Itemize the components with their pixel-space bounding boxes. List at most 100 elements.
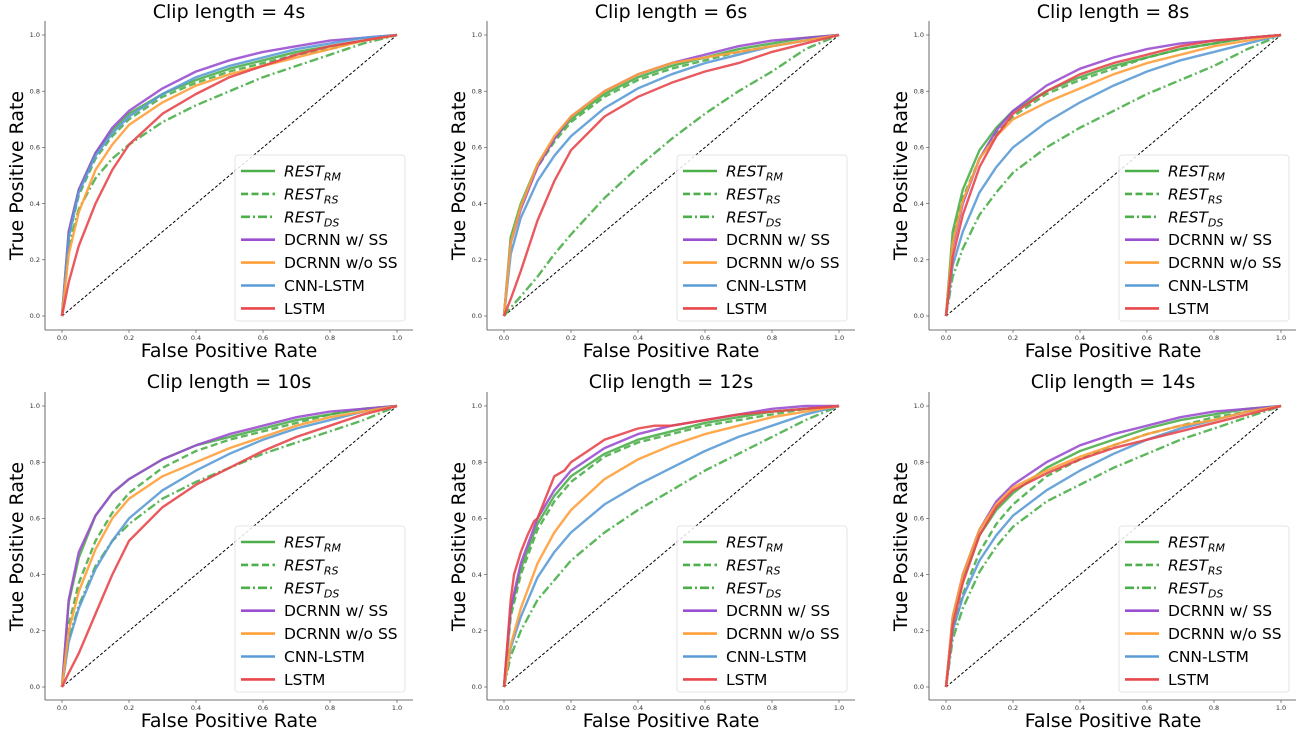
- x-tick-label: 0.8: [1209, 334, 1219, 342]
- y-tick-label: 0.2: [914, 256, 924, 264]
- x-tick-label: 0.2: [566, 704, 576, 712]
- y-tick-label: 0.0: [30, 312, 40, 320]
- legend-label: LSTM: [284, 300, 325, 318]
- x-tick-label: 0.6: [700, 704, 710, 712]
- chart-title: Clip length = 10s: [147, 371, 312, 393]
- legend-label: DCRNN w/o SS: [726, 625, 840, 643]
- chart-title: Clip length = 8s: [1037, 1, 1189, 23]
- legend-label-main: CNN-LSTM: [726, 277, 807, 295]
- y-tick-label: 0.6: [472, 515, 482, 523]
- series-line-rest-ds: [502, 404, 840, 688]
- legend-label-main: DCRNN w/o SS: [726, 254, 840, 272]
- y-axis-label: True Positive Rate: [448, 462, 470, 632]
- x-axis-label: False Positive Rate: [1025, 710, 1202, 732]
- x-tick-label: 0.4: [633, 704, 643, 712]
- x-tick-label: 0.6: [258, 334, 268, 342]
- chart-panel-3: 0.0 0.2 0.4 0.6 0.8 1.0 0.0 0.2 0.4 0.6 0.8 1.0 Clip…: [890, 1, 1296, 362]
- legend-label-subscript: RM: [766, 171, 784, 184]
- legend-label-main: CNN-LSTM: [284, 277, 365, 295]
- legend-label-main: DCRNN w/o SS: [1168, 625, 1282, 643]
- series-line-dcrnn-w-ss: [60, 404, 398, 688]
- legend-label-main: REST: [284, 579, 325, 597]
- legend-frame: [1118, 154, 1290, 322]
- x-axis-label: False Positive Rate: [583, 710, 760, 732]
- legend-label: DCRNN w/o SS: [284, 254, 398, 272]
- x-tick-label: 1.0: [392, 704, 402, 712]
- x-tick-label: 0.0: [499, 704, 509, 712]
- legend-label-main: REST: [1168, 163, 1209, 181]
- x-tick-label: 0.4: [191, 704, 201, 712]
- legend-label: DCRNN w/ SS: [726, 231, 830, 249]
- x-tick-label: 0.8: [767, 704, 777, 712]
- legend-label-main: DCRNN w/ SS: [1168, 602, 1272, 620]
- x-tick-label: 0.4: [1075, 704, 1085, 712]
- x-tick-label: 1.0: [834, 334, 844, 342]
- y-tick-label: 0.8: [30, 87, 40, 95]
- legend-label-subscript: DS: [1208, 216, 1223, 229]
- x-tick-label: 0.8: [325, 334, 335, 342]
- legend-label-main: LSTM: [1168, 300, 1209, 318]
- legend-label: RESTRS: [1168, 556, 1223, 577]
- x-tick-label: 0.0: [57, 704, 67, 712]
- y-tick-label: 0.6: [914, 515, 924, 523]
- legend-label: RESTRS: [284, 556, 339, 577]
- x-axis-label: False Positive Rate: [141, 340, 318, 362]
- legend-label-main: REST: [1168, 556, 1209, 574]
- chart-title: Clip length = 6s: [595, 1, 747, 23]
- y-tick-label: 0.2: [30, 627, 40, 635]
- legend-label-main: DCRNN w/o SS: [1168, 254, 1282, 272]
- x-tick-label: 1.0: [392, 334, 402, 342]
- legend-label-subscript: DS: [324, 587, 339, 600]
- x-axis-label: False Positive Rate: [583, 340, 760, 362]
- legend-label-subscript: RS: [766, 193, 781, 206]
- legend-label: CNN-LSTM: [1168, 648, 1249, 666]
- legend-label-main: REST: [726, 556, 767, 574]
- legend-label: RESTRM: [284, 163, 342, 184]
- y-tick-label: 0.2: [472, 256, 482, 264]
- series-line-cnn-lstm: [944, 33, 1282, 317]
- legend-label-main: DCRNN w/o SS: [726, 625, 840, 643]
- legend-label-main: DCRNN w/ SS: [1168, 231, 1272, 249]
- legend-label: DCRNN w/ SS: [1168, 602, 1272, 620]
- x-tick-label: 1.0: [834, 704, 844, 712]
- legend-label-subscript: RS: [1208, 564, 1223, 577]
- series-line-dcrnn-w-o-ss: [502, 33, 840, 317]
- legend-label-subscript: DS: [766, 216, 781, 229]
- y-axis-label: True Positive Rate: [448, 91, 470, 261]
- legend-label: DCRNN w/ SS: [726, 602, 830, 620]
- y-tick-label: 1.0: [472, 31, 482, 39]
- legend-label-main: LSTM: [726, 300, 767, 318]
- legend-label: CNN-LSTM: [284, 648, 365, 666]
- series-line-rest-ds: [944, 33, 1282, 317]
- legend-label-subscript: RS: [1208, 193, 1223, 206]
- x-tick-label: 0.2: [124, 704, 134, 712]
- y-tick-label: 0.0: [472, 312, 482, 320]
- legend-label-subscript: RM: [1208, 542, 1226, 555]
- y-tick-label: 1.0: [914, 31, 924, 39]
- legend-label-main: REST: [726, 579, 767, 597]
- legend-label: RESTRS: [726, 556, 781, 577]
- legend-label-main: REST: [284, 556, 325, 574]
- legend-frame: [1118, 525, 1290, 693]
- x-tick-label: 0.8: [1209, 704, 1219, 712]
- legend-label: RESTRM: [726, 163, 784, 184]
- y-tick-label: 0.6: [30, 144, 40, 152]
- legend-frame: [234, 525, 406, 693]
- legend-label-main: DCRNN w/o SS: [284, 625, 398, 643]
- x-tick-label: 0.2: [124, 334, 134, 342]
- y-tick-label: 0.0: [472, 683, 482, 691]
- chart-panel-4: 0.0 0.2 0.4 0.6 0.8 1.0 0.0 0.2 0.4 0.6 0.8 1.0 Clip…: [6, 371, 413, 732]
- chance-diagonal-line: [945, 405, 1282, 688]
- x-tick-label: 0.8: [325, 704, 335, 712]
- y-tick-label: 0.6: [30, 515, 40, 523]
- legend-label-subscript: DS: [766, 587, 781, 600]
- series-line-rest-rs: [60, 404, 398, 688]
- legend-label-main: DCRNN w/ SS: [726, 602, 830, 620]
- legend-label: RESTDS: [726, 579, 781, 600]
- chance-diagonal-line: [503, 34, 840, 317]
- y-tick-label: 1.0: [472, 402, 482, 410]
- legend-label-main: LSTM: [726, 671, 767, 689]
